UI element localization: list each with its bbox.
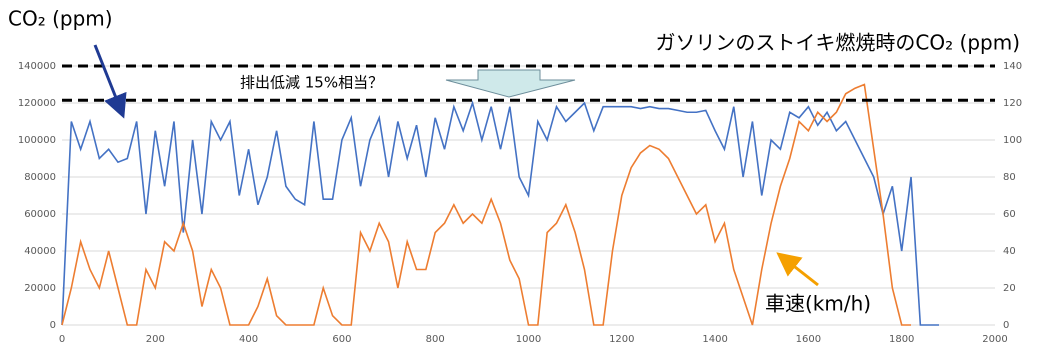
x-tick-label: 400 — [239, 334, 258, 345]
y-tick-label: 80000 — [24, 172, 56, 183]
x-tick-label: 200 — [146, 334, 165, 345]
y-tick-label: 140000 — [18, 61, 56, 72]
series-line — [61, 83, 912, 326]
series-label: 車速(km/h) — [765, 292, 871, 316]
y2-tick-label: 40 — [1003, 246, 1016, 257]
y-tick-label: 100000 — [18, 135, 56, 146]
x-tick-label: 1200 — [609, 334, 634, 345]
y2-tick-label: 60 — [1003, 209, 1016, 220]
x-tick-label: 600 — [332, 334, 351, 345]
x-tick-label: 2000 — [982, 334, 1007, 345]
y-tick-label: 20000 — [24, 283, 56, 294]
y-tick-label: 40000 — [24, 246, 56, 257]
x-tick-label: 0 — [59, 334, 65, 345]
y-tick-label: 60000 — [24, 209, 56, 220]
annotation: 排出低減 15%相当？ — [240, 74, 383, 92]
arrow — [93, 44, 127, 119]
x-tick-label: 1800 — [889, 334, 914, 345]
y-tick-label: 120000 — [18, 98, 56, 109]
arrow — [776, 252, 819, 287]
y2-tick-label: 140 — [1003, 61, 1022, 72]
x-tick-label: 1000 — [516, 334, 541, 345]
y-tick-label: 0 — [50, 320, 56, 331]
y2-tick-label: 80 — [1003, 172, 1016, 183]
y2-tick-label: 100 — [1003, 135, 1022, 146]
annotation-bg — [232, 72, 442, 94]
series-label: CO₂ (ppm) — [8, 7, 113, 31]
x-tick-label: 1400 — [702, 334, 727, 345]
x-tick-label: 800 — [426, 334, 445, 345]
y2-tick-label: 120 — [1003, 98, 1022, 109]
hline-label: ガソリンのストイキ燃焼時のCO₂ (ppm) — [655, 31, 1020, 55]
x-tick-label: 1600 — [796, 334, 821, 345]
down-arrow — [445, 69, 576, 98]
y2-tick-label: 20 — [1003, 283, 1016, 294]
y2-tick-label: 0 — [1003, 320, 1009, 331]
series-line — [61, 100, 940, 326]
